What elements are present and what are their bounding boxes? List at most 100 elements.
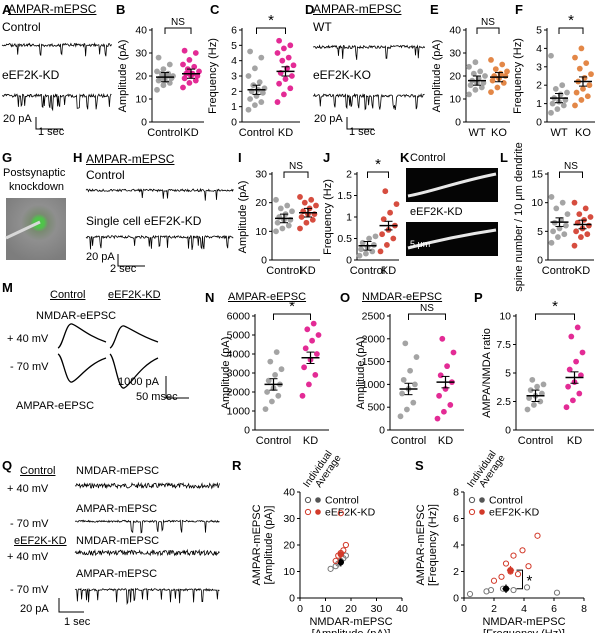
y-tick-label: 30 [135,48,147,60]
y-tick-label: 1500 [362,356,386,368]
y-tick-label: 1000 [362,379,386,391]
data-point [390,235,397,242]
data-point [529,376,536,383]
d-wt-trace [312,44,425,60]
mean-point [337,551,344,558]
y-tick-label: 2000 [227,387,251,399]
x-tick-label: 40 [396,603,408,615]
data-point [554,106,561,113]
significance-label: NS [171,17,185,28]
h-scale-bar [117,254,145,267]
data-point [279,57,286,64]
x-tick-label: 10 [320,603,332,615]
k-kd-label: eEF2K-KD [410,206,463,218]
data-point [412,381,418,388]
data-point [282,76,289,82]
data-point [572,54,578,61]
data-point [303,219,310,226]
significance-bracket [256,27,286,34]
data-point [192,77,199,84]
data-point [559,82,566,89]
data-point [384,242,390,248]
significance-bracket [408,313,446,320]
data-point [267,358,274,365]
y-axis-label: Amplitude (pA) [220,337,232,410]
x-tick-label: 6 [551,603,557,615]
panel-label-o: O [340,290,351,305]
data-point [526,395,532,401]
data-point [160,66,167,72]
x-tick-label: KO [491,127,507,139]
data-point [314,351,320,357]
data-point [299,392,306,399]
data-point [274,219,281,226]
d-scale-pa: 20 pA [314,113,343,125]
data-point [276,37,282,44]
data-point [561,231,568,238]
data-point [194,73,201,79]
data-point [289,208,295,215]
data-point [160,82,167,89]
panel-label-p: P [474,290,483,305]
data-point [371,242,377,248]
data-point [258,99,265,105]
data-point [559,199,566,206]
data-point [180,84,186,91]
y-tick-label: 1 [536,98,542,110]
y-tick-label: 0.5 [337,233,352,245]
y-tick-label: 10 [255,226,267,238]
data-point [583,60,590,67]
y-tick-label: 20 [449,71,461,83]
data-point [154,86,160,93]
data-point [287,42,294,49]
a-scale-pa: 20 pA [3,113,32,125]
data-point [584,93,591,100]
y-tick-label: 2 [346,169,352,181]
legend-marker-individual [304,508,312,516]
data-point [586,82,593,89]
data-point [477,68,484,75]
h-scale-t: 2 sec [110,263,137,275]
y-tick-label: 0 [379,425,385,437]
data-point [527,387,534,393]
data-point [407,367,413,374]
data-point [309,337,315,344]
d-scale-t: 1 sec [349,126,376,138]
data-point [578,234,584,240]
panel-label-c: C [210,2,220,17]
panel-label-e: E [430,2,439,17]
data-point [309,216,316,223]
data-point [264,389,270,395]
y-tick-label: 40 [449,25,461,37]
y-tick-label: 3 [231,71,237,83]
q-scale-pa: 20 pA [20,603,49,615]
x-tick-label: KD [381,265,396,277]
y-tick-label: 2.5 [496,396,511,408]
data-point [534,383,540,390]
data-point [472,59,479,66]
q-kd-ampar-trace [74,587,220,606]
x-tick-label: KD [575,265,590,277]
data-point [276,80,282,87]
m-p40-label: + 40 mV [7,333,49,345]
g-pipette [5,220,41,240]
data-point [387,209,393,216]
q-nmdar-label-1: NMDAR-mEPSC [76,465,160,477]
data-point [550,228,556,235]
data-point [556,225,563,232]
significance-label: NS [564,161,578,172]
y-tick-label: 6 [453,513,459,525]
q-kd-label: eEF2K-KD [14,535,67,547]
x-tick-label: 0 [297,603,303,615]
panel-label-j: J [323,150,331,165]
significance-label: NS [289,161,303,172]
a-scale-t: 1 sec [38,126,65,138]
data-point [273,349,280,355]
y-tick-label: 2 [453,566,459,578]
x-tick-label: 20 [345,603,357,615]
y-tick-label: 4 [536,43,542,55]
data-point [560,102,567,109]
q-control-ampar-trace [74,519,220,534]
legend-marker-average [315,509,321,515]
y-tick-label: 0 [141,117,147,129]
